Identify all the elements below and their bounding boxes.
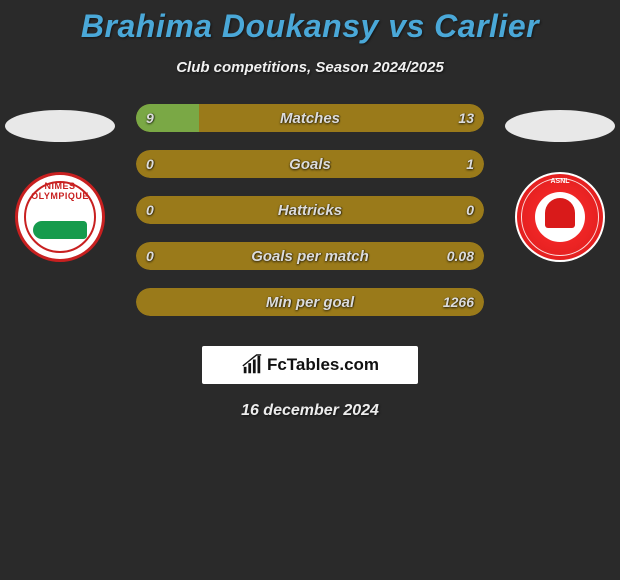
- left-ellipse: [5, 110, 115, 142]
- right-badge-text: ASNL: [517, 178, 603, 185]
- left-badge-text: NIMESOLYMPIQUE: [18, 181, 102, 201]
- left-team-column: NIMESOLYMPIQUE: [0, 104, 120, 262]
- bars-container: 913Matches 01Goals 00Hattricks 00.08Goals p…: [136, 104, 484, 334]
- stat-row: 00Hattricks: [136, 196, 484, 224]
- stat-label: Goals per match: [136, 242, 484, 270]
- chart-icon: [241, 354, 263, 376]
- right-team-badge: ASNL: [515, 172, 605, 262]
- brand-text: FcTables.com: [267, 355, 379, 375]
- stat-label: Goals: [136, 150, 484, 178]
- stat-row: 913Matches: [136, 104, 484, 132]
- stat-label: Hattricks: [136, 196, 484, 224]
- thistle-icon: [545, 198, 575, 228]
- right-ellipse: [505, 110, 615, 142]
- brand-box: FcTables.com: [202, 346, 418, 384]
- crocodile-icon: [33, 221, 87, 239]
- page-title: Brahima Doukansy vs Carlier: [0, 8, 620, 45]
- stat-label: Min per goal: [136, 288, 484, 316]
- infographic-root: Brahima Doukansy vs Carlier Club competi…: [0, 0, 620, 420]
- left-team-badge: NIMESOLYMPIQUE: [15, 172, 105, 262]
- stat-row: 1266Min per goal: [136, 288, 484, 316]
- stat-row: 00.08Goals per match: [136, 242, 484, 270]
- stat-label: Matches: [136, 104, 484, 132]
- date-text: 16 december 2024: [0, 402, 620, 420]
- chart-area: NIMESOLYMPIQUE ASNL 913Matches 01Goals 00H…: [0, 104, 620, 324]
- right-team-column: ASNL: [500, 104, 620, 262]
- subtitle: Club competitions, Season 2024/2025: [0, 59, 620, 76]
- stat-row: 01Goals: [136, 150, 484, 178]
